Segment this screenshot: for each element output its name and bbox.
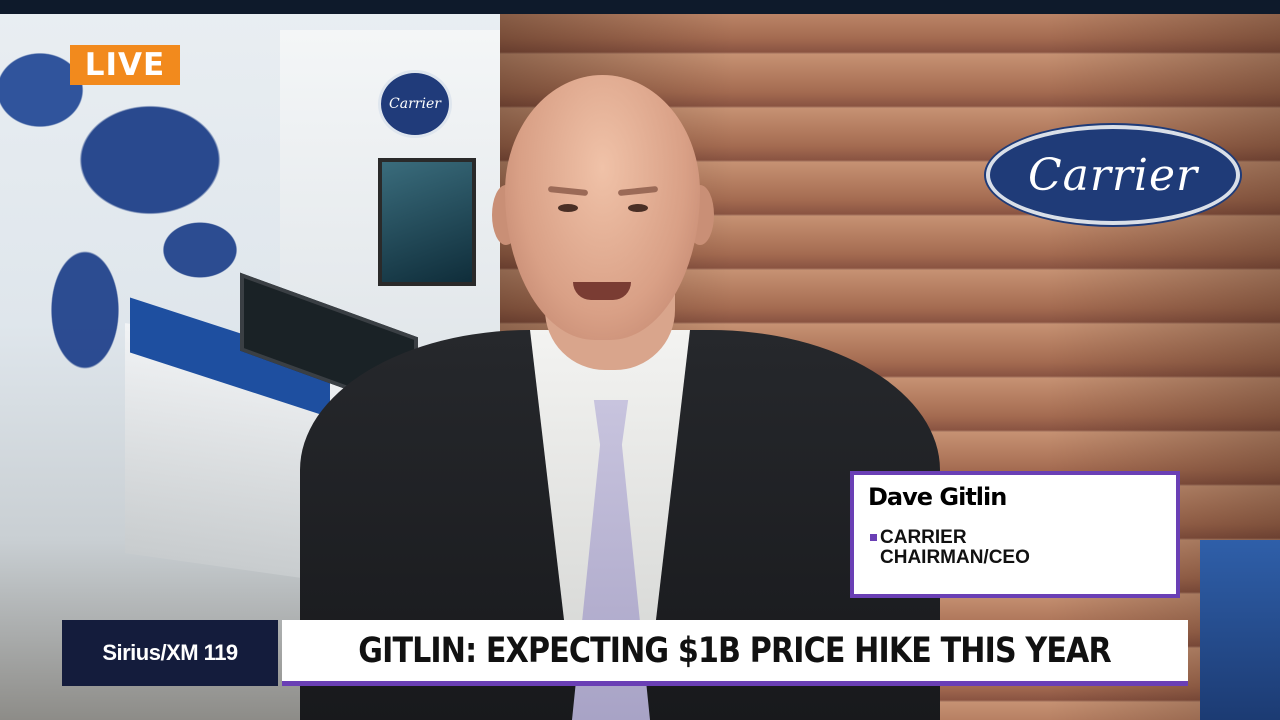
accent-square-icon <box>870 534 877 541</box>
headline-bar: GITLIN: EXPECTING $1B PRICE HIKE THIS YE… <box>282 620 1188 686</box>
right-eye <box>628 204 648 212</box>
speaker-title: CHAIRMAN/CEO <box>880 547 1030 568</box>
left-eye <box>558 204 578 212</box>
live-badge: LIVE <box>70 45 180 85</box>
top-edge-shadow <box>0 0 1280 14</box>
speaker-company: CARRIER <box>880 527 967 548</box>
right-display-kiosk <box>1200 540 1280 720</box>
carrier-wall-logo: Carrier <box>986 125 1240 225</box>
head <box>505 75 700 340</box>
mouth <box>573 282 631 300</box>
headline-text: GITLIN: EXPECTING $1B PRICE HIKE THIS YE… <box>358 630 1112 671</box>
carrier-logo-text: Carrier <box>1027 149 1199 201</box>
speaker-name: Dave Gitlin <box>868 483 1007 511</box>
wall-display-screen <box>378 158 476 286</box>
lower-third-name-card: Dave Gitlin CARRIER CHAIRMAN/CEO <box>850 471 1180 598</box>
small-logo-text: Carrier <box>389 96 441 112</box>
channel-label: Sirius/XM 119 <box>102 640 238 665</box>
channel-box: Sirius/XM 119 <box>62 620 278 686</box>
small-carrier-logo: Carrier <box>378 70 452 138</box>
